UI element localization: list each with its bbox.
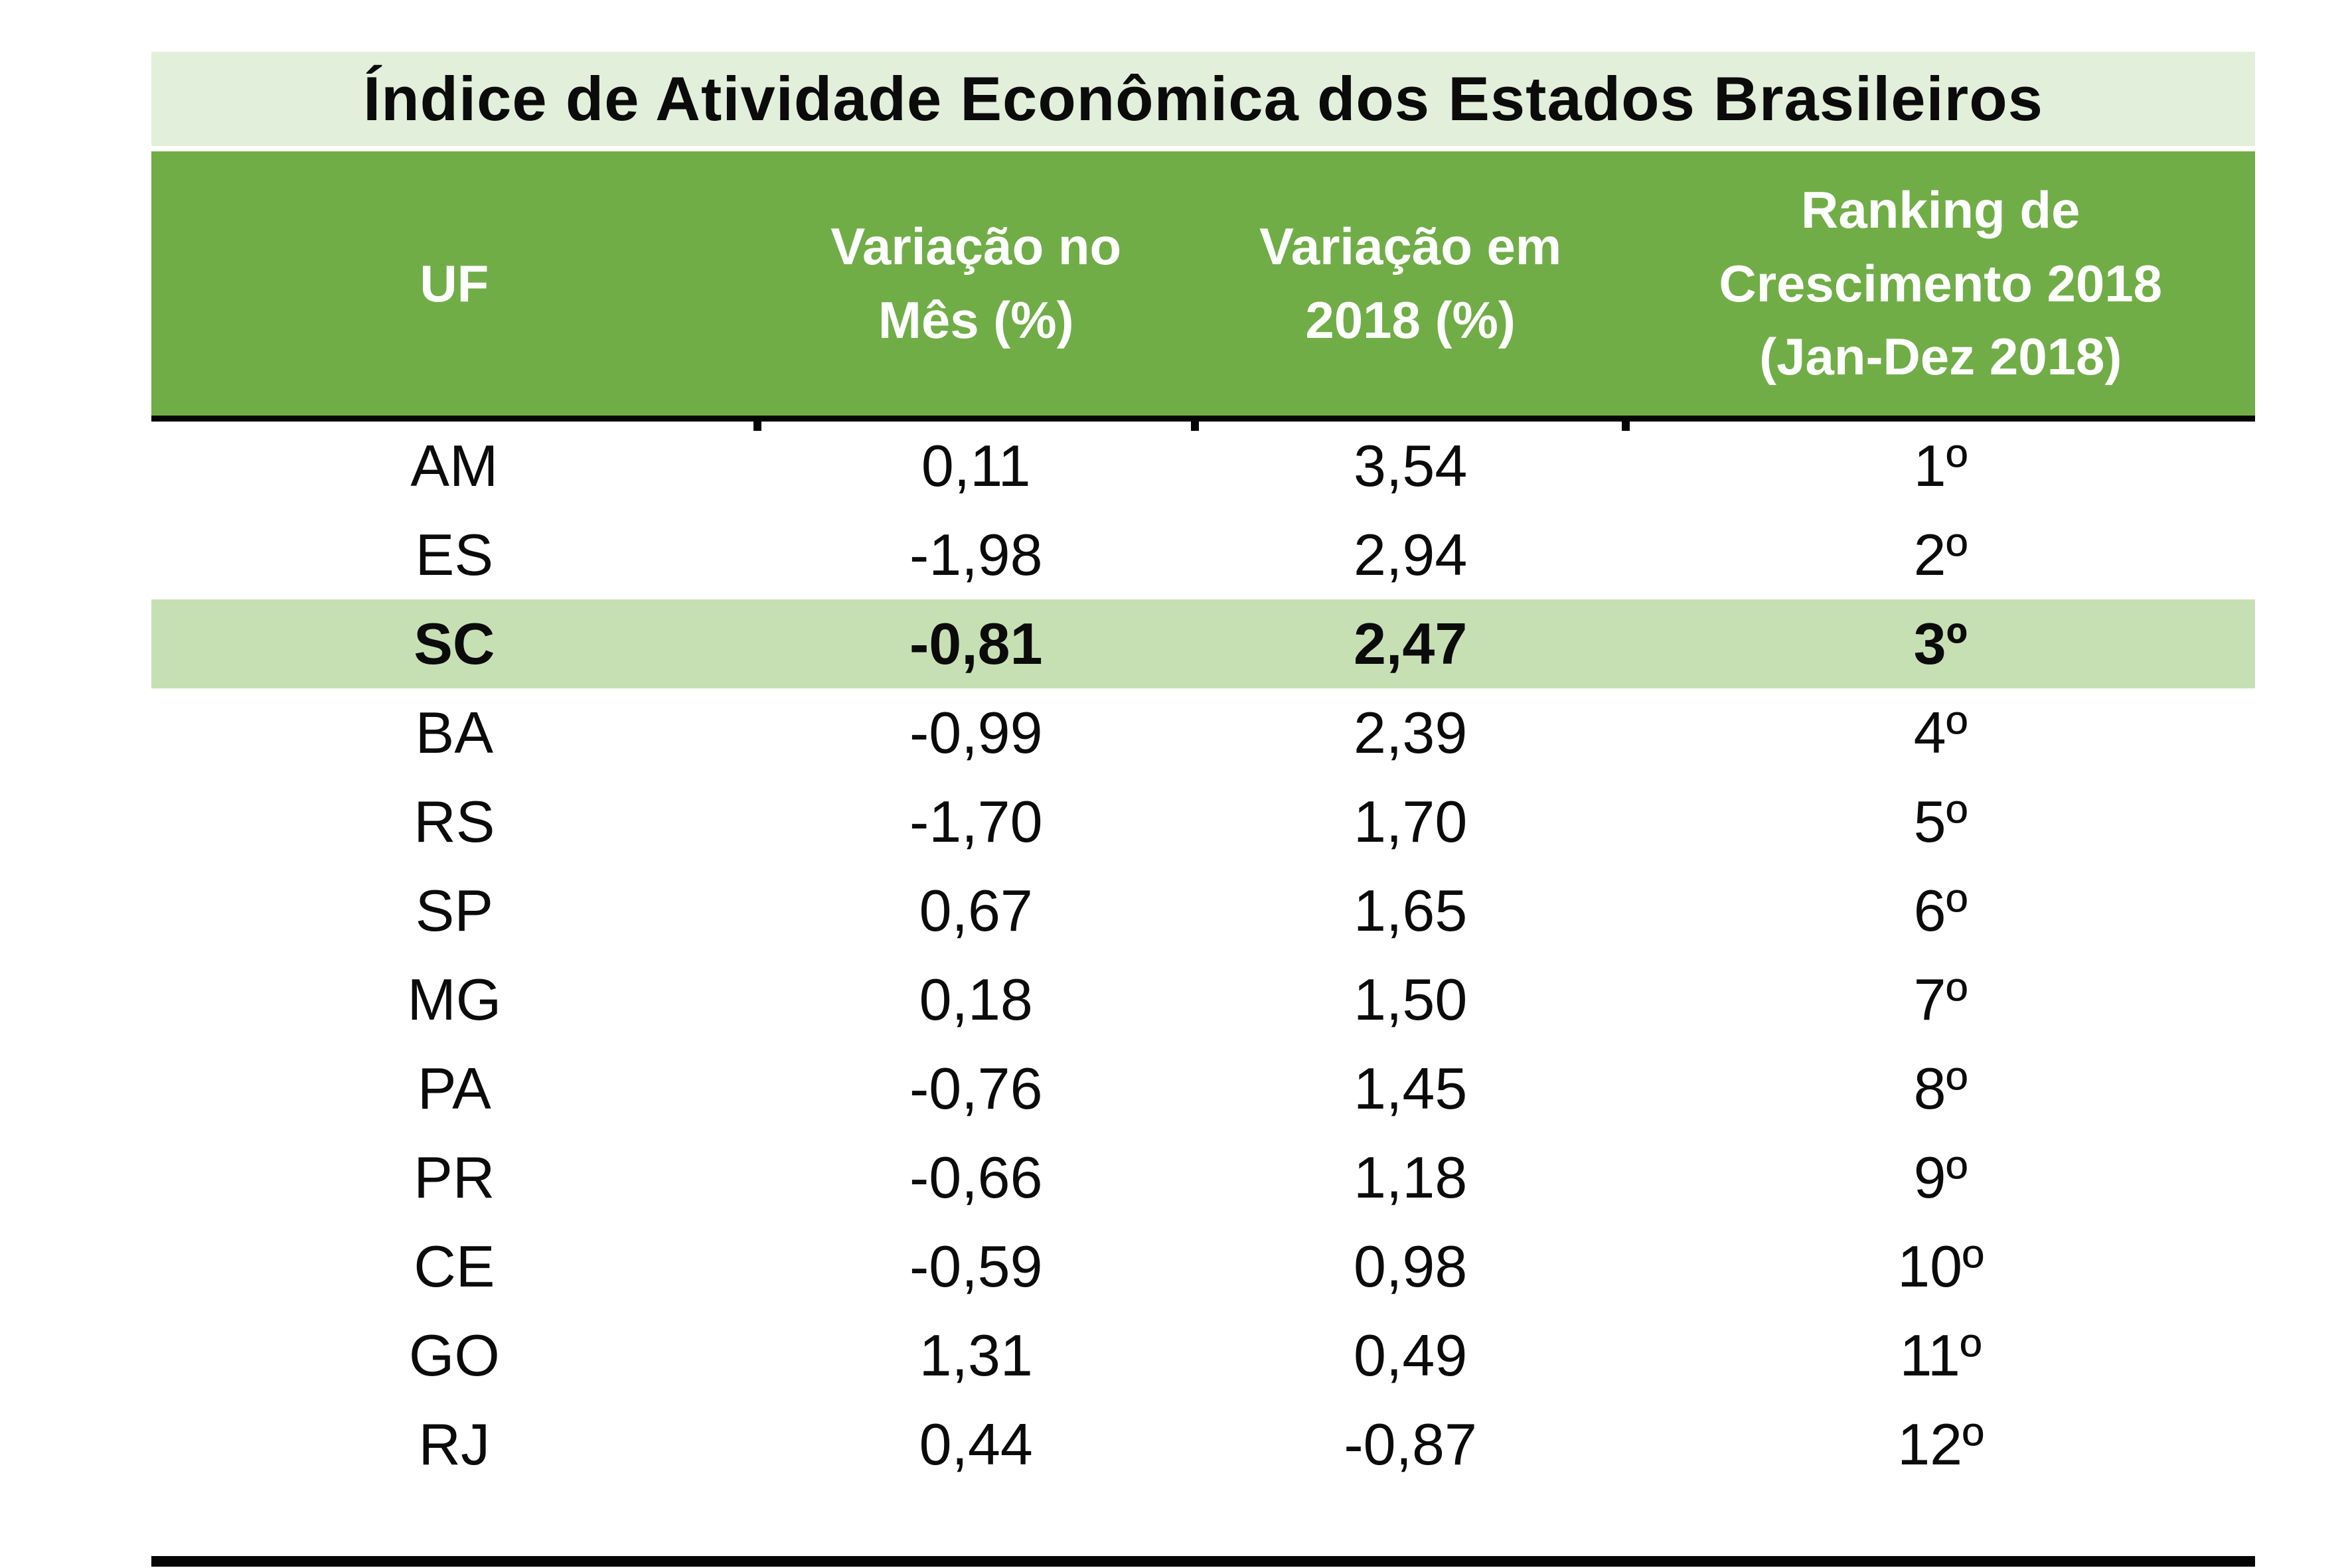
mes-cell: -1,70 [909, 789, 1043, 854]
column-divider-tick [753, 421, 761, 431]
table-row-sp: SP 0,67 1,65 6º [151, 866, 2255, 955]
header-uf: UF [420, 254, 489, 313]
ano-cell: -0,87 [1344, 1411, 1477, 1477]
mes-cell: -0,66 [909, 1144, 1043, 1210]
rank-cell: 12º [1897, 1411, 1984, 1477]
table-row-ce: CE -0,59 0,98 10º [151, 1222, 2255, 1311]
uf-cell: BA [415, 700, 494, 765]
table-row-rj: RJ 0,44 -0,87 12º [151, 1400, 2255, 1489]
mes-cell: 0,44 [919, 1411, 1033, 1477]
table-row-am: AM 0,11 3,54 1º [151, 422, 2255, 510]
mes-cell: -0,81 [909, 611, 1043, 676]
economic-activity-table: Índice de Atividade Econômica dos Estado… [151, 52, 2255, 1568]
rank-cell: 3º [1913, 611, 1968, 676]
rank-cell: 2º [1913, 522, 1968, 588]
ano-cell: 0,49 [1353, 1322, 1468, 1388]
table-title: Índice de Atividade Econômica dos Estado… [151, 52, 2255, 151]
uf-cell: RJ [418, 1411, 491, 1477]
ano-cell: 1,18 [1353, 1144, 1468, 1210]
table-row-pa: PA -0,76 1,45 8º [151, 1044, 2255, 1133]
ano-cell: 1,45 [1353, 1056, 1468, 1121]
ano-cell: 1,70 [1353, 789, 1468, 854]
table-row-rs: RS -1,70 1,70 5º [151, 777, 2255, 866]
mes-cell: -0,59 [909, 1233, 1043, 1299]
mes-cell: -1,98 [909, 522, 1043, 588]
uf-cell: RS [414, 789, 495, 854]
rank-cell: 7º [1913, 967, 1968, 1032]
table-row-pr: PR -0,66 1,18 9º [151, 1133, 2255, 1222]
ano-cell: 2,39 [1353, 700, 1468, 765]
uf-cell: SP [415, 878, 494, 943]
table-row-sc-highlighted: SC -0,81 2,47 3º [151, 599, 2255, 688]
ano-cell: 1,65 [1353, 878, 1468, 943]
rank-cell: 4º [1913, 700, 1968, 765]
table-bottom-rule [151, 1556, 2255, 1567]
rank-cell: 8º [1913, 1056, 1968, 1121]
rank-cell: 5º [1913, 789, 1968, 854]
header-ano: Variação em 2018 (%) [1259, 217, 1562, 349]
uf-cell: SC [414, 611, 495, 676]
uf-cell: GO [408, 1322, 500, 1388]
ano-cell: 1,50 [1353, 967, 1468, 1032]
mes-cell: 1,31 [919, 1322, 1033, 1388]
table-row-go: GO 1,31 0,49 11º [151, 1311, 2255, 1400]
column-divider-tick [1190, 421, 1199, 431]
rank-cell: 9º [1913, 1144, 1968, 1210]
header-mes: Variação no Mês (%) [830, 217, 1122, 349]
table-row-ba: BA -0,99 2,39 4º [151, 688, 2255, 777]
mes-cell: 0,11 [921, 433, 1031, 499]
uf-cell: PA [417, 1056, 491, 1121]
uf-cell: AM [410, 433, 499, 499]
table-row-mg: MG 0,18 1,50 7º [151, 955, 2255, 1044]
rank-cell: 1º [1913, 433, 1968, 499]
ano-cell: 2,94 [1353, 522, 1468, 588]
header-ranking: Ranking de Crescimento 2018 (Jan-Dez 201… [1719, 180, 2163, 386]
uf-cell: ES [415, 522, 494, 588]
mes-cell: -0,99 [909, 700, 1043, 765]
ano-cell: 2,47 [1353, 611, 1468, 676]
ano-cell: 3,54 [1353, 433, 1468, 499]
mes-cell: 0,67 [919, 878, 1033, 943]
ano-cell: 0,98 [1353, 1233, 1468, 1299]
rank-cell: 6º [1913, 878, 1968, 943]
uf-cell: CE [414, 1233, 495, 1299]
rank-cell: 10º [1897, 1233, 1984, 1299]
uf-cell: PR [414, 1144, 495, 1210]
table-header-row: UF Variação no Mês (%) Variação em 2018 … [151, 151, 2255, 431]
mes-cell: -0,76 [909, 1056, 1043, 1121]
column-divider-tick [1622, 421, 1630, 431]
mes-cell: 0,18 [919, 967, 1033, 1032]
table-row-es: ES -1,98 2,94 2º [151, 510, 2255, 599]
rank-cell: 11º [1899, 1322, 1982, 1388]
uf-cell: MG [407, 967, 502, 1032]
